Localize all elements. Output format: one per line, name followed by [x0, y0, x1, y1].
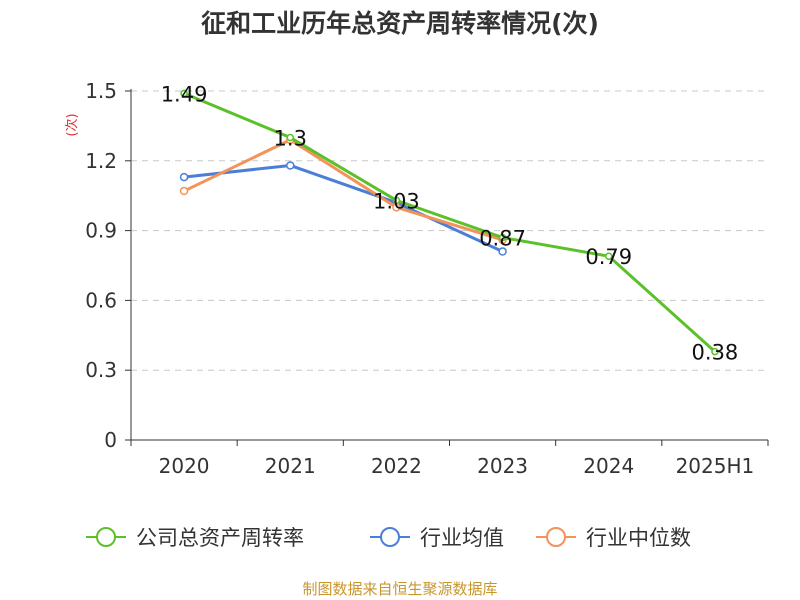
legend-label: 行业均值	[420, 526, 504, 550]
data-point	[392, 196, 401, 205]
data-point	[498, 247, 507, 256]
x-tick-label: 2023	[477, 454, 528, 478]
y-axis-label: (次)	[64, 113, 80, 136]
data-label: 0.79	[585, 245, 632, 269]
data-label: 0.38	[692, 341, 739, 365]
data-point	[711, 347, 719, 356]
legend-label: 公司总资产周转率	[136, 526, 304, 550]
data-label: 1.3	[274, 127, 307, 151]
x-tick-label: 2022	[371, 454, 422, 478]
series-line-2	[183, 138, 504, 242]
y-tick-label: 0.6	[85, 288, 117, 312]
legend-marker	[380, 527, 400, 547]
legend-label: 行业中位数	[586, 526, 691, 550]
data-point	[605, 252, 613, 260]
x-tick-label: 2025H1	[676, 454, 755, 478]
series-line-0	[183, 91, 716, 353]
y-tick-label: 1.5	[85, 79, 117, 103]
y-tick-label: 1.2	[85, 149, 117, 173]
data-label: 0.87	[479, 227, 526, 251]
data-point	[286, 133, 294, 142]
y-tick-label: 0.3	[85, 358, 117, 382]
series-line-1	[183, 163, 504, 253]
data-point	[179, 172, 189, 182]
x-tick-label: 2020	[159, 454, 210, 478]
data-source-note: 制图数据来自恒生聚源数据库	[302, 580, 498, 598]
data-label: 1.03	[373, 189, 420, 213]
x-tick-label: 2024	[583, 454, 634, 478]
chart-title: 征和工业历年总资产周转率情况(次)	[201, 9, 599, 38]
data-point	[180, 89, 188, 98]
data-point	[286, 161, 295, 170]
legend-marker	[546, 527, 566, 547]
data-point	[179, 186, 189, 196]
y-tick-label: 0.9	[85, 219, 117, 243]
legend-marker	[96, 527, 116, 547]
data-point	[498, 233, 507, 242]
y-tick-label: 0	[104, 428, 117, 452]
data-label: 1.49	[161, 82, 208, 106]
x-tick-label: 2021	[265, 454, 316, 478]
